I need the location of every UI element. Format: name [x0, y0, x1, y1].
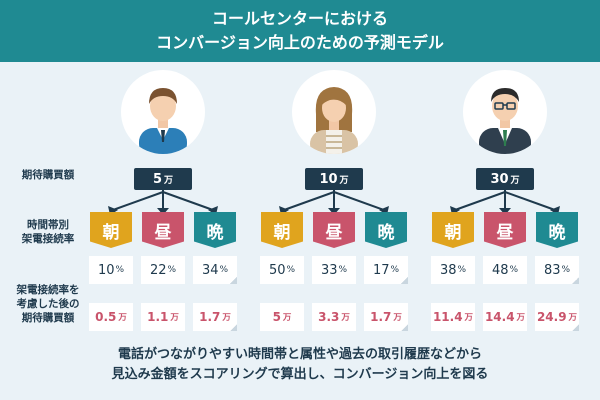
time-tab-noon: 昼	[142, 212, 184, 248]
row-label-adjusted-expected: 架電接続率を 考慮した後の 期待購買額	[16, 284, 80, 324]
row-label-expected-purchase: 期待購買額	[21, 169, 75, 181]
time-tab-morning: 朝	[261, 212, 303, 248]
title-line-1: コールセンターにおける	[211, 9, 388, 28]
businessman-glasses-avatar	[463, 70, 547, 154]
summary-line-1: 電話がつながりやすい時間帯と属性や過去の取引履歴などから	[117, 347, 482, 362]
rate-cell-noon: 22%	[141, 256, 185, 284]
expected-cell-night: 24.9 万	[535, 303, 579, 331]
time-tab-morning: 朝	[90, 212, 132, 248]
row-label-time-rate: 時間帯別 架電接続率	[21, 219, 75, 245]
expected-cell-morning: 11.4 万	[431, 303, 475, 331]
branch-arrows	[450, 190, 560, 215]
expected-cell-night: 1.7 万	[364, 303, 408, 331]
expected-cell-noon: 14.4 万	[483, 303, 527, 331]
time-tab-night: 晩	[536, 212, 578, 248]
expected-cell-morning: 0.5 万	[89, 303, 133, 331]
expected-cell-noon: 3.3 万	[312, 303, 356, 331]
expected-purchase-badge: 10 万	[305, 168, 363, 190]
title-line-2: コンバージョン向上のための予測モデル	[156, 33, 444, 52]
rate-cell-morning: 50%	[260, 256, 304, 284]
expected-purchase-badge: 30 万	[476, 168, 534, 190]
expected-cell-night: 1.7 万	[193, 303, 237, 331]
title-band: コールセンターにおける コンバージョン向上のための予測モデル	[0, 0, 600, 62]
rate-cell-night: 17%	[364, 256, 408, 284]
rate-cell-noon: 48%	[483, 256, 527, 284]
rate-cell-night: 34%	[193, 256, 237, 284]
time-tab-noon: 昼	[484, 212, 526, 248]
woman-avatar	[292, 70, 376, 154]
rate-cell-noon: 33%	[312, 256, 356, 284]
time-tab-night: 晩	[194, 212, 236, 248]
summary-line-2: 見込み金額をスコアリングで算出し、コンバージョン向上を図る	[111, 367, 489, 382]
time-tab-night: 晩	[365, 212, 407, 248]
summary-text: 電話がつながりやすい時間帯と属性や過去の取引履歴などから 見込み金額をスコアリン…	[0, 345, 600, 385]
rate-cell-night: 83%	[535, 256, 579, 284]
customer-group-3: 30 万 朝 昼 晩 38% 48% 83% 11.4 万 14.4 万 24.9 万	[430, 70, 580, 340]
rate-cell-morning: 10%	[89, 256, 133, 284]
young-man-avatar	[121, 70, 205, 154]
time-tab-noon: 昼	[313, 212, 355, 248]
time-tab-morning: 朝	[432, 212, 474, 248]
expected-cell-noon: 1.1 万	[141, 303, 185, 331]
rate-cell-morning: 38%	[431, 256, 475, 284]
